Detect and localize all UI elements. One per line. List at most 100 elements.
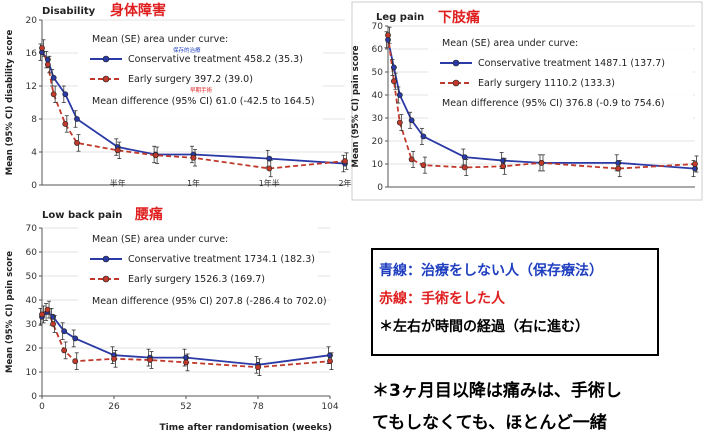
data-point	[408, 117, 415, 124]
panel-frame	[351, 1, 703, 201]
data-point	[190, 154, 197, 161]
chart-title-ja: 身体障害	[110, 2, 166, 19]
data-point	[62, 91, 69, 98]
legend-swatch-marker	[102, 275, 110, 283]
data-point	[420, 133, 427, 140]
y-tick-label: 40	[372, 91, 384, 101]
y-tick-label: 20	[26, 344, 38, 354]
y-axis-label: Mean (95% CI) disability score	[5, 30, 15, 176]
chart-title-ja: 腰痛	[134, 206, 163, 223]
data-point	[391, 78, 397, 85]
legend-series-label: Conservative treatment 458.2 (35.3)	[128, 54, 303, 65]
y-tick-label: 0	[31, 392, 37, 402]
disability-chart: Disability 身体障害 0 4 8 12 16 20 Mean (95% CI) dis…	[5, 2, 352, 191]
small-note-surgery: 早期手術	[190, 86, 213, 94]
low-back-pain-chart: Low back pain 腰痛 0 10 20 30 40 50 60 70 Mean (95% …	[5, 206, 339, 433]
legend-box: 青線：治療をしない人（保存療法） 赤線：手術をした人 ＊左右が時間の経過（右に進…	[371, 248, 659, 356]
y-tick-label: 10	[26, 368, 38, 378]
y-tick-label: 0	[31, 181, 37, 191]
data-point	[266, 165, 273, 172]
x-axis-label: Time after randomisation (weeks)	[160, 423, 332, 433]
data-point	[461, 154, 468, 160]
chart-title: Disability	[42, 6, 96, 17]
y-tick-label: 60	[26, 248, 38, 258]
series-line	[41, 47, 346, 170]
data-point	[692, 161, 698, 167]
annotation-background	[78, 26, 323, 122]
y-tick-label: 40	[26, 296, 38, 306]
annotation-background	[78, 226, 318, 322]
legend-swatch-marker	[452, 79, 460, 87]
data-point	[61, 328, 68, 335]
small-note-conservative: 保存的治療	[173, 46, 201, 54]
x-tick-label: 52	[180, 402, 191, 412]
y-tick-label: 70	[26, 224, 38, 234]
series-line	[387, 39, 696, 170]
chart-title: Leg pain	[376, 12, 424, 23]
y-tick-label: 20	[26, 16, 38, 26]
conclusion-line-1: ＊3ヶ月目以降は痛みは、手術し	[372, 381, 622, 401]
data-point	[39, 45, 45, 51]
y-axis-label: Mean (95% CI) pain score	[351, 45, 361, 167]
y-tick-label: 30	[372, 114, 384, 124]
y-tick-label: 0	[377, 183, 383, 193]
legend-series-label: Early surgery 1110.2 (133.3)	[478, 78, 615, 89]
x-tick-label: 78	[252, 402, 264, 412]
leg-pain-chart: Leg pain 下肢痛 0 10 20 30 40 50 60 70 Mean (95% CI) …	[351, 1, 703, 201]
x-tick-label: 26	[108, 402, 120, 412]
x-tick-label-ja: 2年	[338, 178, 351, 188]
data-point	[44, 61, 51, 68]
data-point	[50, 91, 57, 98]
data-point	[391, 64, 397, 71]
x-tick-label-ja: 半年	[110, 178, 126, 188]
annotation-header: Mean (SE) area under curve:	[92, 34, 228, 45]
data-point	[50, 321, 56, 327]
data-point	[44, 306, 51, 313]
data-point	[183, 359, 189, 366]
data-point	[327, 358, 333, 365]
series-line	[387, 35, 696, 170]
legend-swatch-marker	[102, 75, 110, 83]
data-point	[396, 119, 403, 126]
y-tick-label: 10	[372, 160, 384, 170]
x-tick-label: 104	[321, 402, 338, 412]
x-tick-label-ja: 1年	[187, 178, 200, 188]
data-point	[408, 156, 415, 163]
data-point	[147, 357, 153, 363]
y-tick-label: 4	[31, 148, 37, 158]
legend-series-label: Conservative treatment 1487.1 (137.7)	[478, 58, 665, 69]
data-point	[420, 162, 427, 169]
conclusion-line-2: てもしなくても、ほとんど一緒	[372, 413, 607, 433]
data-point	[255, 364, 261, 371]
data-point	[72, 335, 79, 342]
annotation-background	[428, 30, 693, 124]
data-point	[74, 140, 80, 146]
legend-swatch-marker	[452, 59, 460, 67]
legend-swatch-marker	[102, 55, 110, 63]
annotation-header: Mean (SE) area under curve:	[92, 234, 228, 245]
legend-time-note: ＊左右が時間の経過（右に進む）	[379, 319, 589, 335]
data-point	[500, 163, 507, 170]
data-point	[396, 92, 403, 98]
data-point	[72, 358, 79, 365]
y-tick-label: 50	[26, 272, 38, 282]
annotation-difference: Mean difference (95% CI) 376.8 (-0.9 to …	[442, 98, 665, 109]
data-point	[114, 147, 121, 154]
y-tick-label: 8	[31, 115, 37, 125]
chart-title-ja: 下肢痛	[438, 9, 480, 26]
annotation-header: Mean (SE) area under curve:	[442, 38, 578, 49]
y-tick-label: 50	[372, 68, 384, 78]
data-point	[50, 74, 57, 81]
legend-series-label: Conservative treatment 1734.1 (182.3)	[128, 254, 315, 265]
chart-title: Low back pain	[42, 210, 122, 221]
legend-swatch-marker	[102, 255, 110, 263]
data-point	[461, 164, 468, 171]
annotation-difference: Mean difference (95% CI) 61.0 (-42.5 to …	[92, 96, 315, 107]
legend-series-label: Early surgery 1526.3 (169.7)	[128, 274, 265, 285]
annotation-difference: Mean difference (95% CI) 207.8 (-286.4 t…	[92, 296, 327, 307]
data-point	[62, 121, 69, 127]
legend-series-label: Early surgery 397.2 (39.0)	[128, 74, 253, 85]
data-point	[615, 165, 622, 172]
data-point	[61, 347, 68, 354]
legend-red-line: 赤線：手術をした人	[379, 291, 505, 307]
